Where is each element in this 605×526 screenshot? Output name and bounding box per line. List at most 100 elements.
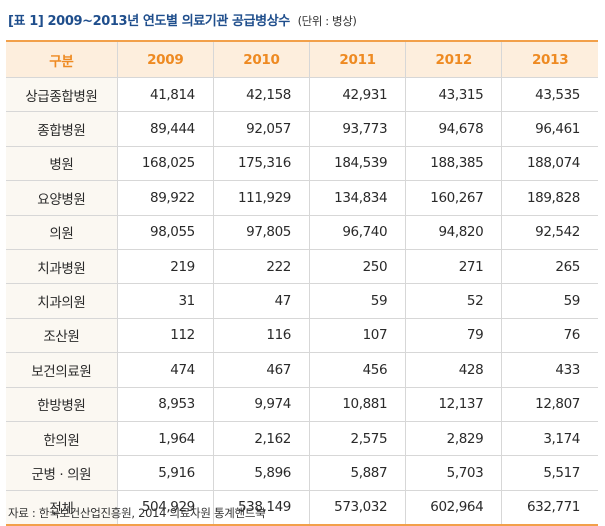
table-cell: 474 bbox=[116, 352, 214, 388]
table-cell: 41,814 bbox=[116, 77, 214, 113]
header-label: 구분 bbox=[6, 42, 118, 78]
table-cell: 89,444 bbox=[116, 111, 214, 147]
table-cell: 94,678 bbox=[405, 111, 502, 147]
table-cell: 9,974 bbox=[212, 387, 310, 422]
table-cell: 97,805 bbox=[212, 215, 310, 250]
table-cell: 42,158 bbox=[212, 77, 310, 113]
table-cell: 116 bbox=[212, 318, 310, 354]
table-cell: 265 bbox=[501, 249, 598, 285]
table-row: 전체 504,929 538,149 573,032 602,964 632,771 bbox=[6, 490, 598, 526]
table-cell: 10,881 bbox=[308, 387, 406, 422]
header-year: 2009 bbox=[116, 42, 214, 78]
table-cell: 3,174 bbox=[501, 421, 598, 457]
table-cell: 219 bbox=[116, 249, 214, 285]
bed-supply-table: 구분 2009 2010 2011 2012 2013 상급종합병원 41,814… bbox=[6, 42, 598, 526]
table-cell: 2,829 bbox=[405, 421, 502, 457]
table-cell: 168,025 bbox=[116, 146, 214, 182]
row-label: 한방병원 bbox=[6, 387, 118, 422]
header-year: 2010 bbox=[212, 42, 310, 78]
table-row: 종합병원 89,444 92,057 93,773 94,678 96,461 bbox=[6, 111, 598, 147]
row-label: 보건의료원 bbox=[6, 352, 118, 388]
table-cell: 504,929 bbox=[116, 490, 214, 526]
unit-note: (단위 : 병상) bbox=[297, 14, 357, 28]
table-cell: 98,055 bbox=[116, 215, 214, 250]
table-cell: 5,916 bbox=[116, 455, 214, 491]
table-cell: 184,539 bbox=[308, 146, 406, 182]
table-cell: 271 bbox=[405, 249, 502, 285]
table-cell: 94,820 bbox=[405, 215, 502, 250]
table-row: 치과의원 31 47 59 52 59 bbox=[6, 283, 598, 319]
table-cell: 59 bbox=[501, 283, 598, 319]
table-cell: 602,964 bbox=[405, 490, 502, 526]
table-cell: 107 bbox=[308, 318, 406, 354]
row-label: 군병 · 의원 bbox=[6, 455, 118, 491]
table-cell: 12,807 bbox=[501, 387, 598, 422]
table-title: [표 1] 2009~2013년 연도별 의료기관 공급병상수 bbox=[8, 14, 290, 29]
row-label: 요양병원 bbox=[6, 180, 118, 216]
row-label: 종합병원 bbox=[6, 111, 118, 147]
table-cell: 632,771 bbox=[501, 490, 598, 526]
table-cell: 52 bbox=[405, 283, 502, 319]
row-label: 치과병원 bbox=[6, 249, 118, 285]
row-label: 병원 bbox=[6, 146, 118, 182]
header-year: 2013 bbox=[501, 42, 598, 78]
table-cell: 175,316 bbox=[212, 146, 310, 182]
table-cell: 92,542 bbox=[501, 215, 598, 250]
table-cell: 89,922 bbox=[116, 180, 214, 216]
table-row: 한의원 1,964 2,162 2,575 2,829 3,174 bbox=[6, 421, 598, 457]
data-table-container: 구분 2009 2010 2011 2012 2013 상급종합병원 41,814… bbox=[6, 40, 598, 526]
table-cell: 47 bbox=[212, 283, 310, 319]
header-year: 2011 bbox=[308, 42, 406, 78]
row-label: 전체 bbox=[6, 490, 118, 526]
header-row: 구분 2009 2010 2011 2012 2013 bbox=[6, 42, 598, 78]
table-cell: 2,575 bbox=[308, 421, 406, 457]
table-cell: 189,828 bbox=[501, 180, 598, 216]
table-cell: 2,162 bbox=[212, 421, 310, 457]
table-cell: 5,703 bbox=[405, 455, 502, 491]
table-row: 상급종합병원 41,814 42,158 42,931 43,315 43,535 bbox=[6, 77, 598, 113]
table-cell: 538,149 bbox=[212, 490, 310, 526]
row-label: 상급종합병원 bbox=[6, 77, 118, 113]
table-cell: 433 bbox=[501, 352, 598, 388]
table-row: 의원 98,055 97,805 96,740 94,820 92,542 bbox=[6, 215, 598, 250]
table-row: 조산원 112 116 107 79 76 bbox=[6, 318, 598, 354]
table-cell: 573,032 bbox=[308, 490, 406, 526]
table-row: 군병 · 의원 5,916 5,896 5,887 5,703 5,517 bbox=[6, 455, 598, 491]
table-cell: 93,773 bbox=[308, 111, 406, 147]
table-cell: 5,896 bbox=[212, 455, 310, 491]
row-label: 조산원 bbox=[6, 318, 118, 354]
table-cell: 160,267 bbox=[405, 180, 502, 216]
table-cell: 222 bbox=[212, 249, 310, 285]
table-row: 요양병원 89,922 111,929 134,834 160,267 189,828 bbox=[6, 180, 598, 216]
table-cell: 59 bbox=[308, 283, 406, 319]
table-cell: 111,929 bbox=[212, 180, 310, 216]
table-row: 보건의료원 474 467 456 428 433 bbox=[6, 352, 598, 388]
row-label: 한의원 bbox=[6, 421, 118, 457]
table-row: 한방병원 8,953 9,974 10,881 12,137 12,807 bbox=[6, 387, 598, 422]
table-cell: 188,074 bbox=[501, 146, 598, 182]
table-cell: 96,461 bbox=[501, 111, 598, 147]
table-cell: 428 bbox=[405, 352, 502, 388]
table-cell: 43,315 bbox=[405, 77, 502, 113]
table-cell: 188,385 bbox=[405, 146, 502, 182]
table-cell: 12,137 bbox=[405, 387, 502, 422]
table-cell: 467 bbox=[212, 352, 310, 388]
table-cell: 112 bbox=[116, 318, 214, 354]
table-caption: [표 1] 2009~2013년 연도별 의료기관 공급병상수 (단위 : 병상… bbox=[8, 10, 357, 29]
source-note: 자료 : 한국보건산업진흥원, 2014 의료자원 통계핸드북 bbox=[8, 506, 266, 520]
table-cell: 96,740 bbox=[308, 215, 406, 250]
header-year: 2012 bbox=[405, 42, 502, 78]
table-row: 병원 168,025 175,316 184,539 188,385 188,074 bbox=[6, 146, 598, 182]
table-cell: 79 bbox=[405, 318, 502, 354]
table-cell: 43,535 bbox=[501, 77, 598, 113]
table-cell: 8,953 bbox=[116, 387, 214, 422]
row-label: 치과의원 bbox=[6, 283, 118, 319]
table-cell: 134,834 bbox=[308, 180, 406, 216]
row-label: 의원 bbox=[6, 215, 118, 250]
table-cell: 250 bbox=[308, 249, 406, 285]
table-cell: 76 bbox=[501, 318, 598, 354]
table-cell: 92,057 bbox=[212, 111, 310, 147]
table-row: 치과병원 219 222 250 271 265 bbox=[6, 249, 598, 285]
table-cell: 42,931 bbox=[308, 77, 406, 113]
table-cell: 5,887 bbox=[308, 455, 406, 491]
